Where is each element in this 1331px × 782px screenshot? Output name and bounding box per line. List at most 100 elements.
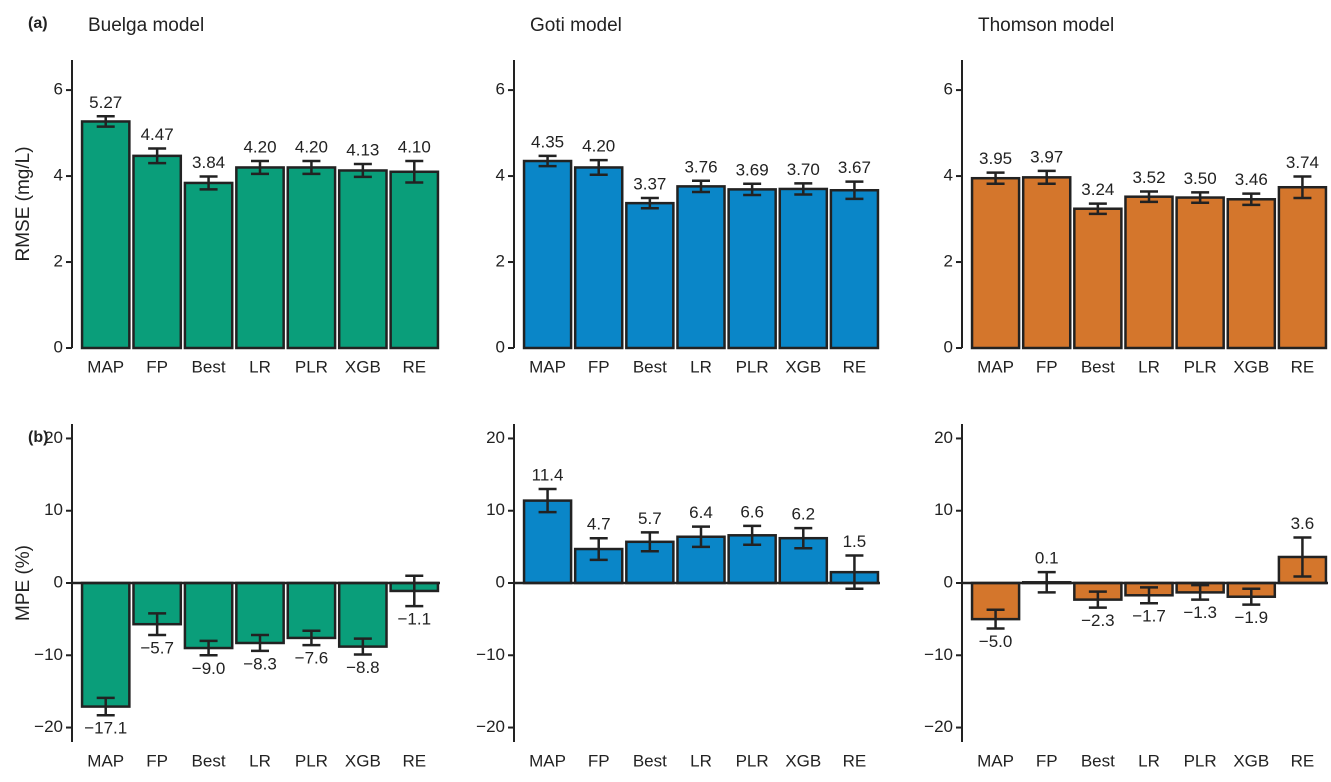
value-label: −8.8: [346, 658, 380, 677]
y-axis-label: MPE (%): [13, 545, 34, 621]
error-bar: [640, 196, 659, 210]
value-label: −1.3: [1183, 603, 1217, 622]
y-axis-label: RMSE (mg/L): [13, 146, 34, 261]
bar: [80, 581, 131, 708]
y-tick-label: 0: [54, 572, 63, 591]
value-label: 3.70: [787, 160, 820, 179]
value-label: 3.74: [1286, 153, 1319, 172]
x-tick-label: PLR: [736, 751, 769, 770]
y-tick-label: 10: [486, 500, 505, 519]
error-bar: [353, 162, 372, 179]
x-tick-label: FP: [1036, 357, 1058, 376]
y-tick-label: 0: [944, 337, 953, 356]
x-tick-label: MAP: [529, 751, 566, 770]
value-label: 4.35: [531, 132, 564, 151]
value-label: 3.95: [979, 149, 1012, 168]
bar: [970, 176, 1021, 350]
bar: [1175, 196, 1225, 350]
value-label: 3.37: [633, 174, 666, 193]
panel-label: (a): [28, 15, 48, 32]
error-bar: [1140, 190, 1158, 204]
value-label: −9.0: [192, 659, 226, 678]
error-bar: [405, 574, 424, 608]
panel-label: (b): [28, 429, 48, 446]
value-label: 6.2: [791, 505, 815, 524]
x-tick-label: RE: [843, 357, 867, 376]
error-bar: [589, 158, 608, 177]
x-tick-label: PLR: [1184, 357, 1217, 376]
value-label: 3.50: [1184, 169, 1217, 188]
value-label: 4.13: [346, 141, 379, 160]
error-bar: [845, 180, 864, 201]
x-tick-label: FP: [1036, 751, 1058, 770]
bar: [1021, 176, 1072, 350]
y-tick-label: 0: [944, 572, 953, 591]
x-tick-label: XGB: [785, 357, 821, 376]
value-label: 1.5: [843, 532, 867, 551]
value-label: 3.6: [1291, 514, 1315, 533]
error-bar: [302, 629, 321, 647]
bar: [676, 185, 726, 350]
x-tick-label: MAP: [87, 357, 124, 376]
error-bar: [1191, 583, 1210, 601]
x-tick-label: RE: [1291, 357, 1315, 376]
bar: [80, 120, 131, 350]
bar: [625, 201, 675, 350]
error-bar: [1191, 191, 1210, 204]
bar: [389, 170, 440, 350]
y-tick-label: 0: [496, 337, 505, 356]
error-bar: [353, 637, 372, 656]
error-bar: [1242, 192, 1261, 207]
value-label: −5.7: [140, 639, 174, 658]
x-tick-label: Best: [633, 751, 667, 770]
x-tick-label: FP: [146, 357, 168, 376]
error-bar: [199, 639, 218, 657]
x-tick-label: XGB: [345, 751, 381, 770]
x-tick-label: LR: [1138, 357, 1160, 376]
value-label: 5.7: [638, 509, 662, 528]
error-bar: [1088, 202, 1107, 216]
error-bar: [302, 159, 321, 176]
error-bar: [538, 154, 557, 168]
error-bar: [199, 175, 218, 191]
value-label: 3.46: [1235, 170, 1268, 189]
y-tick-label: 20: [934, 428, 953, 447]
value-label: 3.69: [736, 160, 769, 179]
error-bar: [743, 182, 762, 197]
bar: [1277, 185, 1328, 350]
x-tick-label: MAP: [977, 751, 1014, 770]
error-bar: [251, 633, 269, 653]
x-tick-label: Best: [1081, 357, 1115, 376]
value-label: 4.20: [582, 137, 615, 156]
value-label: 3.97: [1030, 147, 1063, 166]
bar: [829, 188, 880, 350]
value-label: −8.3: [243, 654, 277, 673]
x-tick-label: PLR: [736, 357, 769, 376]
y-tick-label: 20: [486, 428, 505, 447]
error-bar: [1242, 587, 1261, 606]
x-tick-label: Best: [1081, 751, 1115, 770]
value-label: 4.20: [295, 137, 328, 156]
x-tick-label: RE: [402, 357, 426, 376]
value-label: 3.84: [192, 153, 225, 172]
x-tick-label: XGB: [1233, 357, 1269, 376]
bar: [235, 166, 285, 350]
value-label: −2.3: [1081, 611, 1115, 630]
x-tick-label: FP: [588, 357, 610, 376]
panel-title: Goti model: [530, 15, 622, 36]
x-tick-label: LR: [249, 751, 271, 770]
value-label: 6.6: [740, 502, 764, 521]
y-tick-label: 2: [944, 252, 953, 271]
x-tick-label: MAP: [529, 357, 566, 376]
value-label: 11.4: [532, 466, 564, 485]
y-tick-label: 10: [44, 500, 63, 519]
bar: [337, 169, 388, 350]
x-tick-label: RE: [843, 751, 867, 770]
bar: [1226, 198, 1277, 350]
bar: [132, 154, 183, 350]
error-bar: [692, 179, 710, 194]
bar: [286, 581, 337, 640]
value-label: −17.1: [84, 719, 127, 738]
x-tick-label: XGB: [785, 751, 821, 770]
y-tick-label: 6: [944, 80, 953, 99]
